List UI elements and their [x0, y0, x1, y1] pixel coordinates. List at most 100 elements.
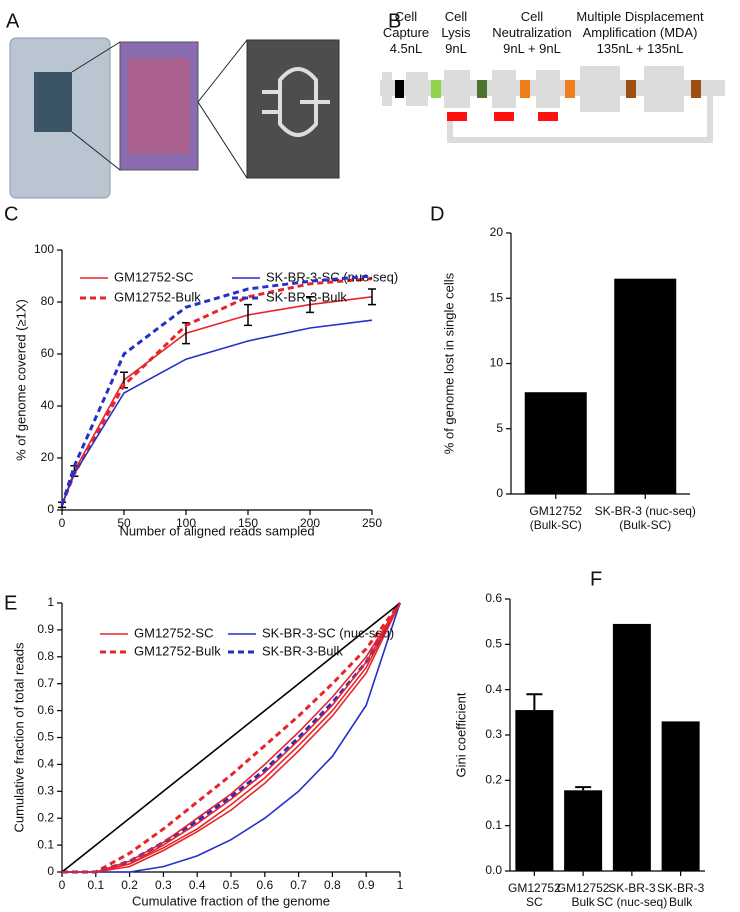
y-tick-label: 0.5: [37, 730, 54, 744]
legend-label: GM12752-Bulk: [114, 289, 201, 304]
bar: [564, 790, 603, 871]
y-axis-label: Gini coefficient: [453, 692, 468, 777]
x-tick-label: 0.1: [87, 878, 104, 892]
series-line: [62, 602, 401, 873]
stage-label: Cell Lysis 9nL: [441, 9, 471, 56]
y-tick-label: 0.5: [485, 637, 502, 651]
chamber: [492, 70, 516, 108]
series-line: [62, 602, 401, 873]
x-tick-label: 1: [397, 878, 404, 892]
y-tick-label: 0.0: [485, 863, 502, 877]
series-line: [62, 602, 402, 874]
panel-label: A: [6, 10, 20, 32]
valve: [520, 80, 530, 98]
x-tick-label: 0.6: [256, 878, 273, 892]
x-tick-label: 0.5: [223, 878, 240, 892]
panel-label: F: [590, 568, 602, 590]
zoom-lines: [71, 39, 248, 179]
y-tick-label: 0.2: [37, 810, 54, 824]
error-bar: [575, 786, 592, 791]
x-tick-label: 200: [300, 516, 320, 530]
y-tick-label: 100: [34, 242, 54, 256]
y-tick-label: 0.6: [37, 703, 54, 717]
legend-label: SK-BR-3-SC (nuc-seq): [266, 269, 398, 284]
panel-label: C: [4, 203, 18, 225]
y-axis-label: % of genome covered (≥1X): [13, 299, 28, 461]
x-tick-label: 250: [362, 516, 382, 530]
legend-label: SK-BR-3-Bulk: [266, 289, 347, 304]
y-tick-label: 0.9: [37, 622, 54, 636]
bar: [524, 392, 587, 494]
series-line: [62, 602, 401, 873]
y-tick-label: 40: [41, 398, 55, 412]
chamber: [580, 66, 620, 112]
y-tick-label: 80: [41, 294, 55, 308]
series-line: [60, 274, 373, 506]
sem-photo: [246, 39, 340, 179]
stage-label: Cell Capture 4.5nL: [383, 9, 429, 56]
bar: [515, 710, 554, 871]
legend-label: GM12752-SC: [114, 269, 193, 284]
y-tick-label: 0.1: [37, 837, 54, 851]
x-tick-label: 0: [59, 516, 66, 530]
error-bar: [368, 288, 376, 306]
stage-label: Multiple Displacement Amplification (MDA)…: [576, 9, 704, 56]
y-tick-label: 0: [496, 486, 503, 500]
y-tick-label: 10: [490, 356, 504, 370]
x-tick-label: 50: [117, 516, 131, 530]
y-tick-label: 60: [41, 346, 55, 360]
chamber: [444, 70, 470, 108]
y-axis-label: Cumulative fraction of total reads: [11, 642, 26, 833]
x-tick-label: 0.9: [358, 878, 375, 892]
chamber: [644, 66, 684, 112]
y-tick-label: 20: [490, 225, 504, 239]
x-tick-label: 0.7: [290, 878, 307, 892]
y-tick-label: 0.6: [485, 591, 502, 605]
charts: A B C D E F Cell Capture 4.5nL Cell Lysis 9nL Cell Ne…: [4, 9, 705, 909]
y-tick-label: 1: [47, 595, 54, 609]
valve: [477, 80, 487, 98]
legend-label: GM12752-SC: [134, 625, 213, 640]
return-channel: [447, 96, 713, 143]
legend-label: SK-BR-3-Bulk: [262, 643, 343, 658]
stage-label: Cell Neutralization 9nL + 9nL: [492, 9, 572, 56]
x-tick-label: 0.8: [324, 878, 341, 892]
bar: [614, 278, 677, 494]
chamber: [536, 70, 560, 108]
x-tick-label: 0.2: [121, 878, 138, 892]
chip-core: [34, 72, 72, 132]
series-line: [62, 602, 402, 874]
x-tick-label: 150: [238, 516, 258, 530]
sem-channel: [262, 67, 330, 137]
photos: [9, 37, 340, 199]
x-tick-label: SK-BR-3 (nuc-seq) (Bulk-SC): [595, 504, 696, 532]
x-tick-label: GM12752 SC: [508, 881, 561, 909]
valve: [431, 80, 441, 98]
x-tick-label: 0.4: [189, 878, 206, 892]
x-tick-label: 0: [59, 878, 66, 892]
y-tick-label: 0.4: [485, 682, 502, 696]
series-line: [61, 319, 373, 506]
chip-layout-core: [128, 58, 190, 154]
series-line: [61, 296, 373, 506]
y-tick-label: 0.7: [37, 676, 54, 690]
y-tick-label: 5: [496, 421, 503, 435]
x-axis-label: Cumulative fraction of the genome: [132, 893, 330, 908]
y-tick-label: 0.3: [37, 783, 54, 797]
panel-label: D: [430, 203, 444, 225]
bar: [661, 721, 700, 871]
legend-label: SK-BR-3-SC (nuc-seq): [262, 625, 394, 640]
error-bar: [526, 693, 543, 711]
error-bar: [244, 303, 252, 327]
bar: [612, 623, 651, 871]
x-tick-label: GM12752 (Bulk-SC): [529, 504, 582, 532]
y-tick-label: 0: [47, 864, 54, 878]
y-tick-label: 0.8: [37, 649, 54, 663]
error-bar: [306, 296, 314, 314]
valve: [626, 80, 636, 98]
x-tick-label: GM12752 Bulk: [557, 881, 610, 909]
panel-label: E: [4, 592, 17, 614]
y-tick-label: 0: [47, 502, 54, 516]
x-tick-label: 0.3: [155, 878, 172, 892]
y-axis-label: % of genome lost in single cells: [441, 272, 456, 454]
